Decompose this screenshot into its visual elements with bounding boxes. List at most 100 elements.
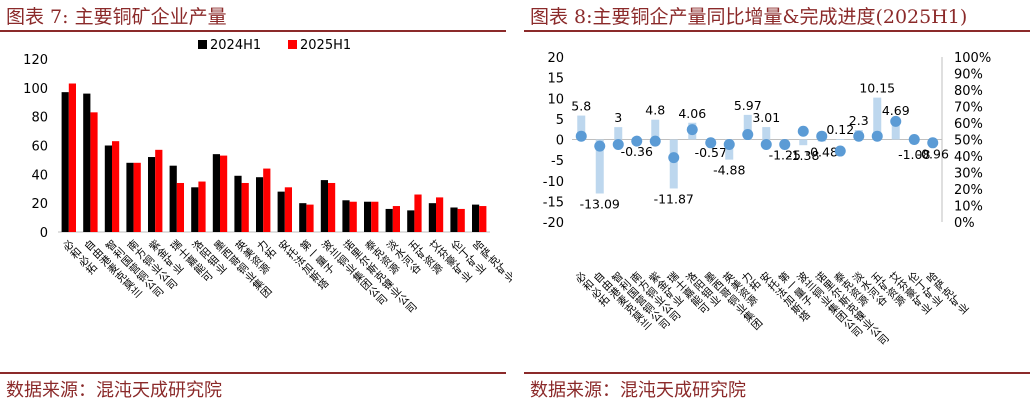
- legend-swatch-2024H1: [198, 40, 207, 49]
- y2-tick-label: 10%: [954, 200, 983, 215]
- increment-bar: [743, 114, 752, 140]
- completion-dot: [723, 138, 735, 150]
- bar-2025H1: [436, 197, 444, 232]
- right-data-source: 数据来源：混沌天成研究院: [530, 380, 746, 401]
- increment-bar: [614, 127, 623, 140]
- bar-data-label: -0.48: [806, 144, 838, 159]
- increment-bar: [595, 139, 604, 194]
- increment-bar: [577, 115, 586, 140]
- bar-2025H1: [176, 182, 184, 232]
- bar-2025H1: [263, 168, 271, 232]
- bar-2024H1: [450, 207, 458, 232]
- x-category-label-char: 业: [502, 269, 512, 285]
- bar-2025H1: [155, 149, 163, 232]
- y-tick-label: 0: [40, 226, 48, 241]
- completion-dot: [649, 135, 661, 147]
- bar-2025H1: [284, 187, 292, 232]
- bar-data-label: 4.06: [678, 106, 706, 121]
- completion-dot: [779, 138, 791, 150]
- left-panel: 图表 7: 主要铜矿企业产量 0 20 40 60 80 100 120 必和必拓自由港麦克莫…: [0, 0, 512, 406]
- bar-2025H1: [198, 181, 206, 232]
- bar-data-label: 5.8: [571, 99, 591, 114]
- bar-2025H1: [392, 206, 400, 232]
- y-tick-label: 20: [547, 51, 564, 66]
- completion-dot: [834, 145, 846, 157]
- completion-dot: [816, 130, 828, 142]
- y2-tick-label: 80%: [954, 84, 983, 99]
- bar-data-label: -13.09: [580, 196, 620, 211]
- y2-tick-label: 60%: [954, 117, 983, 132]
- bar-data-label: 3: [614, 110, 622, 125]
- bar-2024H1: [148, 157, 156, 232]
- increment-bar: [891, 120, 900, 140]
- bar-2024H1: [277, 191, 285, 232]
- bar-2024H1: [169, 165, 177, 232]
- completion-dot: [797, 125, 809, 137]
- bar-data-label: 3.01: [752, 110, 780, 125]
- increment-bar: [873, 97, 882, 140]
- completion-dot: [594, 140, 606, 152]
- bar-2025H1: [68, 83, 76, 232]
- bar-2025H1: [306, 204, 314, 232]
- bar-2024H1: [191, 187, 199, 232]
- bar-2024H1: [212, 154, 220, 232]
- bar-data-label: 4.8: [645, 103, 665, 118]
- bar-data-label: -1.25: [769, 148, 801, 163]
- bar-2024H1: [320, 180, 328, 232]
- completion-dot: [575, 130, 587, 142]
- y-tick-label: -20: [543, 216, 564, 231]
- right-title-rule: [524, 30, 1030, 32]
- y-tick-label: 5: [556, 113, 564, 128]
- y-tick-label: -10: [543, 175, 564, 190]
- increment-bar: [762, 127, 771, 140]
- bar-data-label: 10.15: [859, 81, 895, 96]
- y-tick-label: 20: [31, 197, 48, 212]
- bar-2025H1: [133, 162, 141, 232]
- bar-2025H1: [220, 155, 228, 232]
- bar-2024H1: [342, 200, 350, 232]
- bar-2025H1: [414, 194, 422, 232]
- legend-label-2025H1: 2025H1: [300, 38, 351, 53]
- y-tick-label: 100: [23, 82, 48, 97]
- bar-data-label: -4.88: [713, 163, 745, 178]
- bar-2024H1: [472, 204, 480, 232]
- bar-data-label: -1.08: [898, 147, 930, 162]
- completion-dot: [668, 152, 680, 164]
- bar-data-label: -0.96: [917, 146, 949, 161]
- right-figure-title: 图表 8:主要铜企产量同比增量&完成进度(2025H1): [530, 6, 968, 28]
- increment-bar: [651, 119, 660, 140]
- y-tick-label: 15: [547, 72, 564, 87]
- bar-2024H1: [83, 93, 91, 232]
- y2-tick-label: 100%: [954, 51, 991, 66]
- left-figure-title: 图表 7: 主要铜矿企业产量: [6, 6, 227, 28]
- bar-2025H1: [90, 112, 98, 232]
- y2-tick-label: 90%: [954, 68, 983, 83]
- bar-2024H1: [61, 92, 69, 233]
- bar-2025H1: [479, 206, 487, 232]
- y-tick-label: -15: [543, 195, 564, 210]
- y-tick-label: 80: [31, 111, 48, 126]
- bar-2024H1: [428, 203, 436, 232]
- left-source-rule: [0, 372, 506, 374]
- bar-2025H1: [241, 182, 249, 232]
- y-tick-label: 120: [23, 53, 48, 68]
- increment-bar: [799, 139, 808, 146]
- right-source-rule: [524, 372, 1030, 374]
- y-tick-label: 10: [547, 92, 564, 107]
- bar-2024H1: [407, 210, 415, 232]
- bar-data-label: 2.3: [849, 113, 869, 128]
- completion-dot: [853, 130, 865, 142]
- y-tick-label: 0: [556, 134, 564, 149]
- left-data-source: 数据来源：混沌天成研究院: [6, 380, 222, 401]
- legend-label-2024H1: 2024H1: [210, 38, 261, 53]
- completion-dot: [927, 137, 939, 149]
- completion-dot: [742, 129, 754, 141]
- completion-dot: [760, 138, 772, 150]
- bar-data-label: 5.97: [734, 98, 762, 113]
- completion-dot: [612, 138, 624, 150]
- left-title-rule: [0, 30, 506, 32]
- completion-dot: [890, 115, 902, 127]
- completion-dot: [631, 135, 643, 147]
